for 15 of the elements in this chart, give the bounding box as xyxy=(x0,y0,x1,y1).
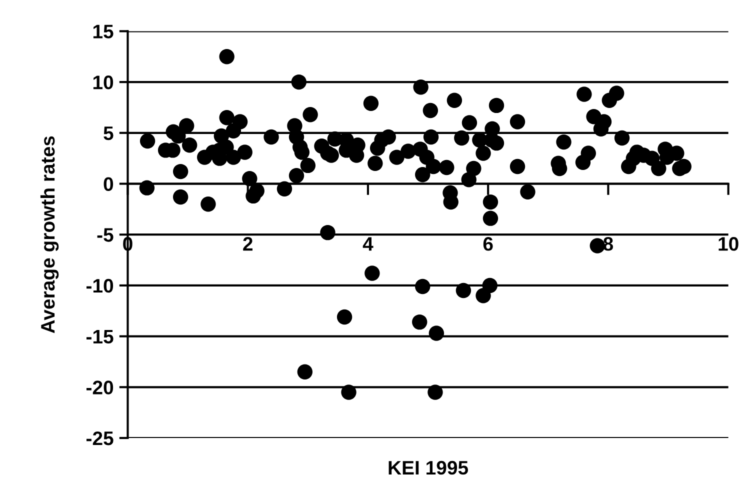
x-tick-label: 6 xyxy=(483,237,493,251)
y-tick-label: 0 xyxy=(104,177,114,191)
y-tick-label: -5 xyxy=(97,228,114,242)
y-tick-label: -15 xyxy=(86,330,114,344)
y-axis-title: Average growth rates xyxy=(40,136,59,334)
x-tick-label: 10 xyxy=(718,237,738,251)
y-tick-label: -10 xyxy=(86,278,114,293)
y-tick-label: -25 xyxy=(86,431,114,446)
x-tick-label: 4 xyxy=(362,237,374,251)
x-axis-title: KEI 1995 xyxy=(388,460,468,475)
y-tick-label: 10 xyxy=(93,76,114,90)
y-tick-label: 15 xyxy=(93,24,114,38)
y-tick-label: 5 xyxy=(104,126,114,140)
y-tick-label: -20 xyxy=(86,380,114,394)
x-tick-label: 2 xyxy=(243,237,252,251)
